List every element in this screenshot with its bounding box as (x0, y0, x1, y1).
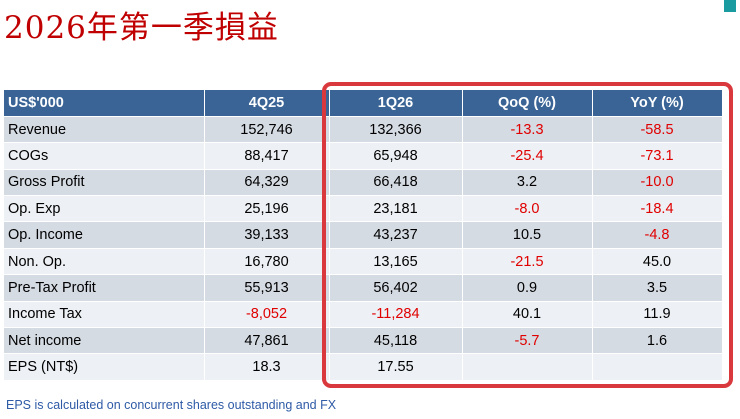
row-label: Non. Op. (4, 248, 205, 276)
row-label: COGs (4, 142, 205, 170)
value-qoq: -25.4 (462, 142, 593, 170)
header-1q26: 1Q26 (329, 90, 463, 117)
value-qoq (462, 353, 593, 381)
financial-table: US$'000 4Q25 1Q26 QoQ (%) YoY (%) Revenu… (4, 90, 723, 381)
value-yoy: -10.0 (592, 169, 723, 197)
header-4q25: 4Q25 (204, 90, 330, 117)
table-row: Non. Op. 16,780 13,165 -21.5 45.0 (4, 248, 723, 276)
value-1q26: 66,418 (329, 169, 463, 197)
table-row: EPS (NT$) 18.3 17.55 (4, 353, 723, 381)
table-row: COGs 88,417 65,948 -25.4 -73.1 (4, 142, 723, 170)
row-label: Revenue (4, 116, 205, 144)
value-1q26: 65,948 (329, 142, 463, 170)
row-label: Op. Income (4, 221, 205, 249)
page-title: 2026年第一季損益 (4, 10, 279, 46)
row-label: EPS (NT$) (4, 353, 205, 381)
value-4q25: -8,052 (204, 301, 330, 329)
value-4q25: 47,861 (204, 327, 330, 355)
row-label: Income Tax (4, 301, 205, 329)
value-yoy: 1.6 (592, 327, 723, 355)
value-yoy: -18.4 (592, 195, 723, 223)
table-row: Net income 47,861 45,118 -5.7 1.6 (4, 327, 723, 355)
corner-accent (724, 0, 736, 12)
table-body: Revenue 152,746 132,366 -13.3 -58.5 COGs 88,41… (4, 116, 723, 381)
value-1q26: 56,402 (329, 274, 463, 302)
value-qoq: -8.0 (462, 195, 593, 223)
value-4q25: 55,913 (204, 274, 330, 302)
value-4q25: 152,746 (204, 116, 330, 144)
value-1q26: 45,118 (329, 327, 463, 355)
value-yoy: -73.1 (592, 142, 723, 170)
value-qoq: -5.7 (462, 327, 593, 355)
header-metric: US$'000 (4, 90, 205, 117)
row-label: Pre-Tax Profit (4, 274, 205, 302)
value-yoy: -4.8 (592, 221, 723, 249)
value-4q25: 25,196 (204, 195, 330, 223)
value-1q26: 13,165 (329, 248, 463, 276)
table-row: Income Tax -8,052 -11,284 40.1 11.9 (4, 301, 723, 329)
table-row: Revenue 152,746 132,366 -13.3 -58.5 (4, 116, 723, 144)
header-yoy: YoY (%) (592, 90, 723, 117)
value-4q25: 88,417 (204, 142, 330, 170)
row-label: Gross Profit (4, 169, 205, 197)
value-qoq: 40.1 (462, 301, 593, 329)
value-1q26: 17.55 (329, 353, 463, 381)
value-4q25: 18.3 (204, 353, 330, 381)
value-4q25: 39,133 (204, 221, 330, 249)
value-yoy: 45.0 (592, 248, 723, 276)
table-row: Op. Income 39,133 43,237 10.5 -4.8 (4, 221, 723, 249)
row-label: Net income (4, 327, 205, 355)
value-yoy (592, 353, 723, 381)
value-qoq: 10.5 (462, 221, 593, 249)
table-row: Pre-Tax Profit 55,913 56,402 0.9 3.5 (4, 274, 723, 302)
row-label: Op. Exp (4, 195, 205, 223)
value-4q25: 64,329 (204, 169, 330, 197)
value-1q26: 43,237 (329, 221, 463, 249)
value-1q26: 23,181 (329, 195, 463, 223)
value-yoy: 3.5 (592, 274, 723, 302)
table-header-row: US$'000 4Q25 1Q26 QoQ (%) YoY (%) (4, 90, 723, 117)
value-yoy: 11.9 (592, 301, 723, 329)
value-qoq: 0.9 (462, 274, 593, 302)
value-yoy: -58.5 (592, 116, 723, 144)
table-row: Op. Exp 25,196 23,181 -8.0 -18.4 (4, 195, 723, 223)
value-qoq: -13.3 (462, 116, 593, 144)
value-1q26: -11,284 (329, 301, 463, 329)
value-qoq: 3.2 (462, 169, 593, 197)
value-qoq: -21.5 (462, 248, 593, 276)
footnote: EPS is calculated on concurrent shares o… (6, 398, 337, 412)
header-qoq: QoQ (%) (462, 90, 593, 117)
table-row: Gross Profit 64,329 66,418 3.2 -10.0 (4, 169, 723, 197)
value-1q26: 132,366 (329, 116, 463, 144)
value-4q25: 16,780 (204, 248, 330, 276)
